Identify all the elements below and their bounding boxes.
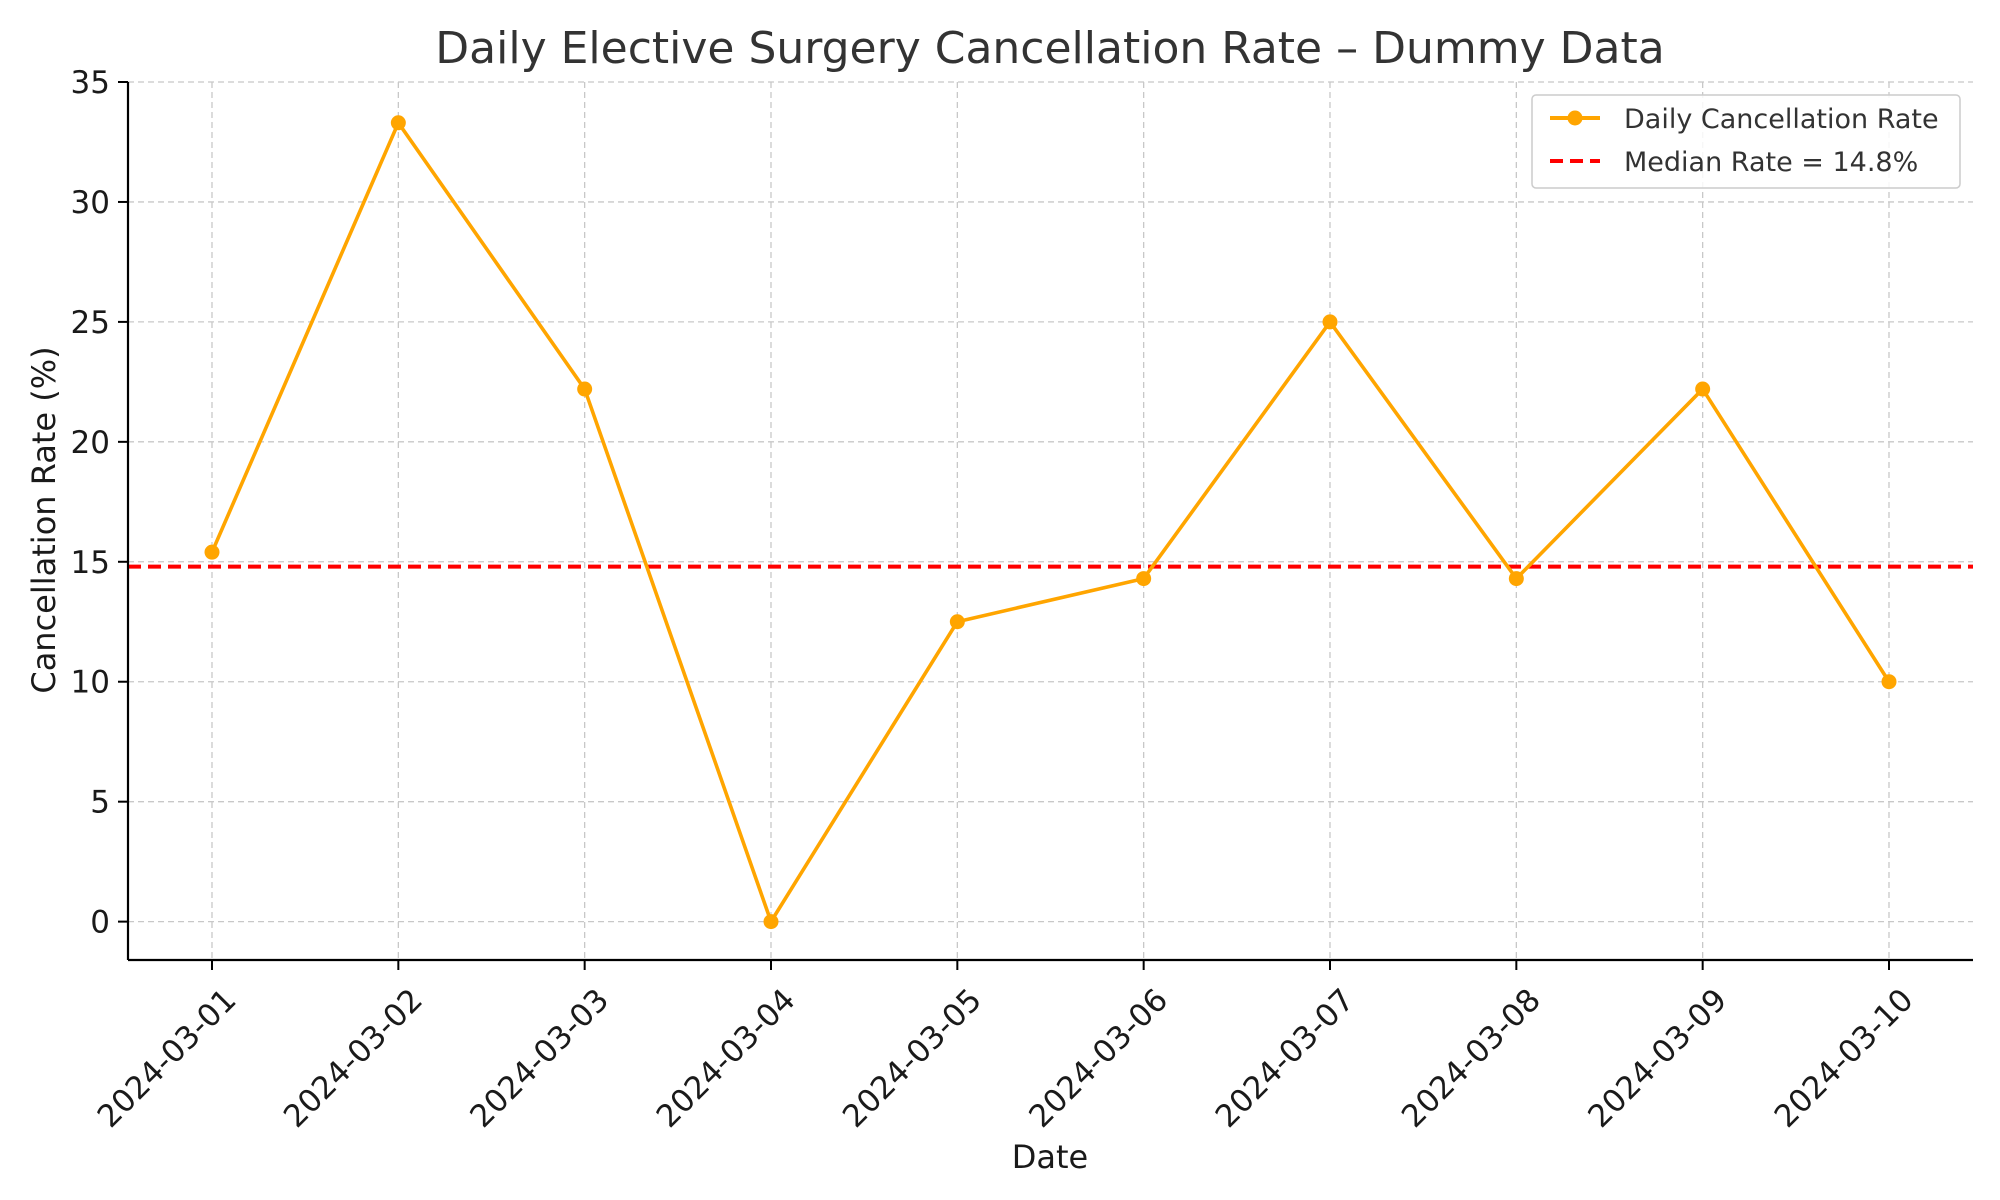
- data-point: [1322, 314, 1338, 330]
- chart-title: Daily Elective Surgery Cancellation Rate…: [435, 23, 1664, 74]
- data-point: [1136, 571, 1152, 587]
- series-lines: [204, 115, 1897, 930]
- x-tick-label: 2024-03-02: [277, 982, 430, 1135]
- data-point: [1881, 674, 1897, 690]
- y-tick-label: 25: [71, 305, 110, 341]
- legend: Daily Cancellation Rate Median Rate = 14…: [1531, 94, 1961, 189]
- x-tick-label: 2024-03-01: [91, 982, 244, 1135]
- legend-label-daily-rate: Daily Cancellation Rate: [1624, 104, 1939, 135]
- y-axis-label: Cancellation Rate (%): [25, 346, 63, 693]
- x-tick-label: 2024-03-09: [1581, 982, 1734, 1135]
- x-tick-label: 2024-03-06: [1022, 982, 1175, 1135]
- legend-box: [1531, 94, 1961, 189]
- axes: [118, 81, 1973, 970]
- legend-marker-daily-rate: [1567, 110, 1583, 126]
- x-tick-label: 2024-03-04: [650, 982, 803, 1135]
- data-point: [577, 381, 593, 397]
- y-tick-label: 10: [71, 665, 110, 701]
- x-axis-label: Date: [1012, 1138, 1088, 1176]
- x-tick-label: 2024-03-10: [1768, 982, 1921, 1135]
- data-point: [763, 914, 779, 930]
- data-point: [1695, 381, 1711, 397]
- x-tick-label: 2024-03-07: [1209, 982, 1362, 1135]
- y-tick-label: 20: [71, 425, 110, 461]
- y-tick-label: 15: [71, 545, 110, 581]
- grid: [128, 81, 1973, 960]
- y-tick-label: 35: [71, 65, 110, 101]
- legend-label-median: Median Rate = 14.8%: [1624, 147, 1918, 178]
- y-tick-label: 0: [90, 905, 110, 941]
- x-tick-label: 2024-03-05: [836, 982, 989, 1135]
- data-point: [1508, 571, 1524, 587]
- series-line-daily-rate: [210, 120, 1891, 924]
- data-point: [204, 544, 220, 560]
- data-point: [949, 614, 965, 630]
- data-point: [390, 115, 406, 131]
- x-tick-label: 2024-03-08: [1395, 982, 1548, 1135]
- y-tick-label: 5: [90, 785, 110, 821]
- y-tick-label: 30: [71, 185, 110, 221]
- x-tick-label: 2024-03-03: [463, 982, 616, 1135]
